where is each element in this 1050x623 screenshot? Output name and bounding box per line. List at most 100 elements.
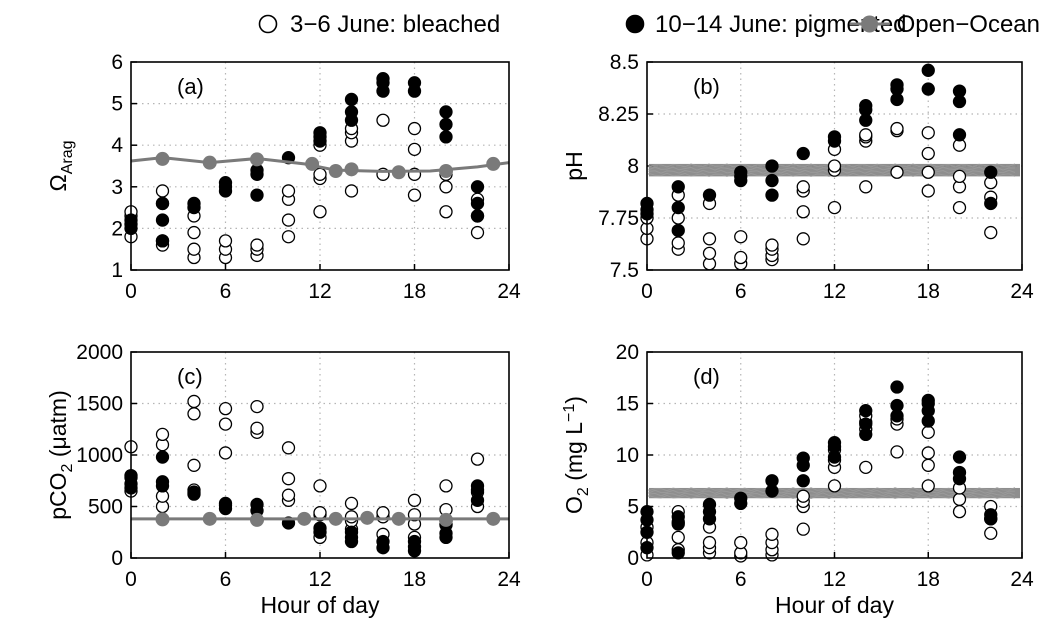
y-tick-label: 8.5 bbox=[610, 51, 639, 74]
panel-c-frame bbox=[130, 351, 510, 559]
pigmented-point bbox=[407, 534, 422, 549]
bleached-point bbox=[218, 446, 233, 460]
bleached-point bbox=[796, 180, 810, 194]
pigmented-point bbox=[952, 84, 967, 98]
ylabel-part: 2 bbox=[59, 463, 76, 472]
bleached-point bbox=[313, 479, 327, 493]
bleached-point bbox=[796, 489, 810, 503]
y-tick-label: 7.5 bbox=[610, 259, 639, 282]
pigmented-point bbox=[827, 130, 842, 144]
pigmented-point bbox=[671, 546, 685, 560]
panel-c-ylabel: pCO2 (μatm) bbox=[45, 390, 76, 520]
bleached-point bbox=[984, 225, 998, 240]
bleached-point bbox=[859, 128, 873, 142]
y-tick-label: 4 bbox=[111, 134, 123, 157]
pigmented-point bbox=[671, 200, 685, 215]
pigmented-point bbox=[952, 450, 967, 464]
bleached-point bbox=[250, 421, 264, 435]
pigmented-point bbox=[155, 196, 170, 211]
ocean-point bbox=[360, 510, 375, 525]
panel-d-xlabel: Hour of day bbox=[775, 592, 894, 618]
legend-ocean-marker bbox=[861, 15, 879, 33]
bleached-point bbox=[671, 530, 685, 545]
panel-a-label: (a) bbox=[177, 74, 204, 99]
ocean-trace bbox=[648, 494, 1016, 500]
ylabel-part: pH bbox=[561, 151, 587, 180]
pigmented-point bbox=[796, 451, 810, 465]
pigmented-point bbox=[155, 213, 170, 227]
x-tick-label: 0 bbox=[641, 280, 653, 303]
ocean-point bbox=[250, 152, 264, 167]
pigmented-point bbox=[890, 398, 904, 413]
bleached-point bbox=[187, 225, 201, 240]
pigmented-point bbox=[765, 173, 779, 188]
bleached-point bbox=[407, 188, 422, 202]
pigmented-point bbox=[827, 435, 842, 450]
pigmented-point bbox=[407, 76, 422, 90]
ocean-point bbox=[202, 511, 217, 526]
pigmented-point bbox=[890, 380, 904, 394]
bleached-point bbox=[281, 472, 296, 486]
bleached-point bbox=[984, 526, 998, 540]
pigmented-point bbox=[187, 485, 201, 499]
ocean-point bbox=[328, 511, 343, 526]
pigmented-point bbox=[921, 82, 935, 96]
bleached-point bbox=[218, 417, 233, 431]
panel-a-ylabel: ΩArag bbox=[45, 141, 76, 192]
x-tick-label: 12 bbox=[823, 568, 846, 591]
pigmented-point bbox=[218, 496, 233, 511]
bleached-point bbox=[313, 205, 327, 219]
pigmented-point bbox=[734, 491, 748, 505]
bleached-point bbox=[344, 184, 359, 198]
bleached-point bbox=[439, 205, 453, 219]
bleached-point bbox=[859, 180, 873, 194]
bleached-point bbox=[281, 441, 296, 455]
bleached-point bbox=[281, 184, 296, 198]
panel-c: 0 6 12 18 24 0 500 1000 1500 2000 (c) pCO2 (μatm) Ho… bbox=[45, 341, 521, 618]
ocean-point bbox=[202, 155, 217, 170]
panel-a-frame bbox=[130, 61, 510, 271]
bleached-point bbox=[827, 479, 842, 493]
y-tick-label: 2 bbox=[111, 217, 123, 240]
ocean-point bbox=[486, 511, 501, 526]
y-tick-label: 10 bbox=[616, 444, 639, 467]
pigmented-point bbox=[470, 196, 485, 211]
pigmented-point bbox=[344, 525, 359, 539]
bleached-point bbox=[952, 492, 967, 506]
pigmented-point bbox=[702, 188, 717, 202]
bleached-point bbox=[734, 535, 748, 550]
pigmented-point bbox=[952, 128, 967, 142]
bleached-point bbox=[218, 401, 233, 416]
bleached-point bbox=[702, 246, 717, 261]
pigmented-point bbox=[796, 146, 810, 161]
pigmented-point bbox=[250, 497, 264, 512]
legend-ocean-label: Open−Ocean bbox=[897, 11, 1040, 38]
bleached-point bbox=[859, 460, 873, 475]
ylabel-part: (μatm) bbox=[45, 390, 71, 463]
bleached-point bbox=[796, 205, 810, 219]
ylabel-part: (mg L bbox=[561, 422, 587, 487]
legend: 3−6 June: bleached 10−14 June: pigmented… bbox=[258, 11, 1040, 38]
y-tick-label: 5 bbox=[627, 496, 639, 519]
bleached-point bbox=[439, 479, 453, 493]
ocean-point bbox=[391, 165, 406, 180]
ocean-point bbox=[391, 511, 406, 526]
bleached-point bbox=[921, 458, 935, 472]
x-tick-label: 24 bbox=[497, 568, 521, 591]
legend-bleached-label: 3−6 June: bleached bbox=[290, 11, 500, 38]
ocean-trace bbox=[648, 489, 1016, 494]
pigmented-point bbox=[671, 510, 685, 524]
x-tick-label: 24 bbox=[1010, 568, 1034, 591]
pigmented-point bbox=[890, 78, 904, 92]
bleached-point bbox=[921, 446, 935, 460]
bleached-point bbox=[671, 236, 685, 250]
y-tick-label: 5 bbox=[111, 93, 123, 116]
panel-d-label: (d) bbox=[693, 364, 720, 389]
pigmented-point bbox=[376, 71, 390, 86]
panel-b: 0 6 12 18 24 7.5 7.75 8 8.25 8.5 (b) pH bbox=[561, 51, 1034, 303]
pigmented-point bbox=[765, 474, 779, 488]
bleached-point bbox=[281, 213, 296, 227]
bleached-point bbox=[313, 167, 327, 181]
pigmented-point bbox=[671, 180, 685, 194]
